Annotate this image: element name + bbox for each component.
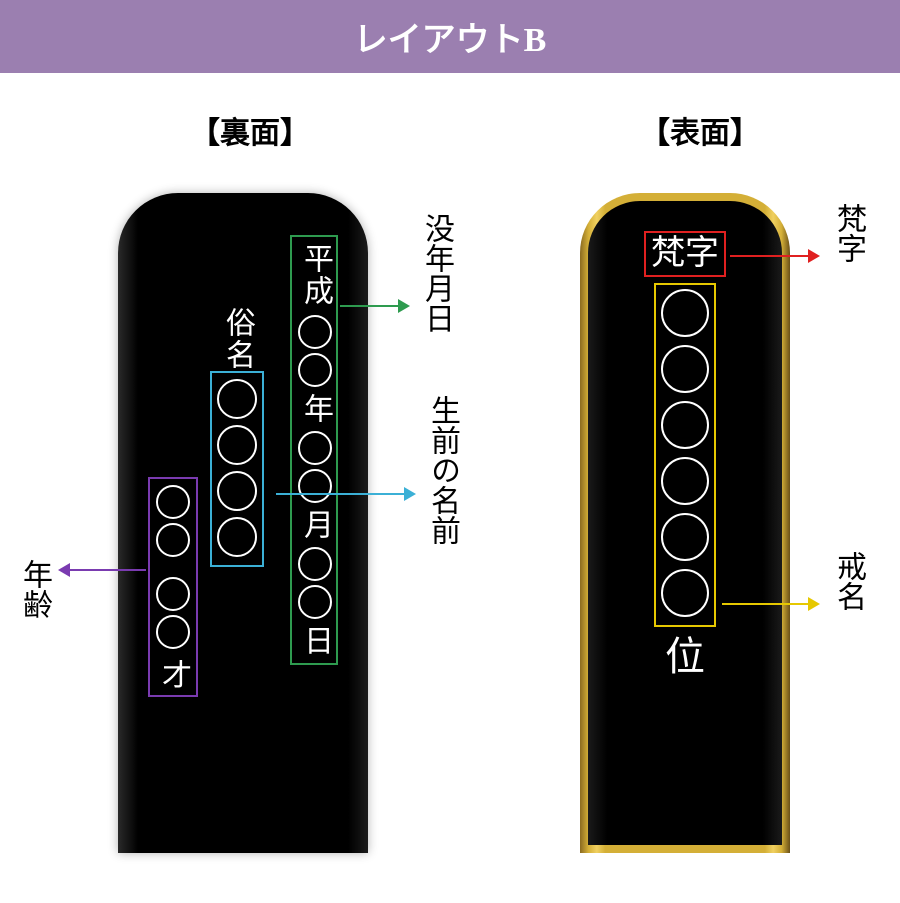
front-bonji-frame	[644, 231, 726, 277]
header-bar: レイアウトB	[0, 0, 900, 73]
arrow-kaimyo-head	[808, 597, 820, 611]
arrow-kaimyo	[722, 603, 810, 605]
front-kaimyo-frame	[654, 283, 716, 627]
annotation-kaimyo: 戒名	[832, 551, 865, 611]
arrow-name	[276, 493, 406, 495]
back-name-frame	[210, 371, 264, 567]
arrow-date	[340, 305, 400, 307]
back-age-frame	[148, 477, 198, 697]
front-tablet: 梵字 位	[580, 193, 790, 853]
arrow-bonji-head	[808, 249, 820, 263]
arrow-age	[70, 569, 146, 571]
arrow-date-head	[398, 299, 410, 313]
arrow-age-head	[58, 563, 70, 577]
arrow-bonji	[730, 255, 810, 257]
back-panel-label: 【裏面】	[190, 108, 310, 152]
front-tablet-inner: 梵字 位	[588, 201, 782, 845]
diagram-content: 【裏面】 【表面】 平成 年 月 日 俗名	[0, 73, 900, 903]
back-date-frame	[290, 235, 338, 665]
annotation-date: 没年月日	[420, 213, 453, 333]
annotation-age: 年齢	[18, 559, 51, 619]
front-footer: 位	[665, 637, 705, 677]
front-panel-label: 【表面】	[640, 108, 760, 152]
annotation-name: 生前の名前	[426, 395, 459, 545]
arrow-name-head	[404, 487, 416, 501]
annotation-bonji: 梵字	[832, 203, 865, 263]
back-tablet: 平成 年 月 日 俗名	[118, 193, 368, 853]
header-title: レイアウトB	[354, 22, 547, 59]
back-name-head: 俗名	[222, 307, 252, 371]
